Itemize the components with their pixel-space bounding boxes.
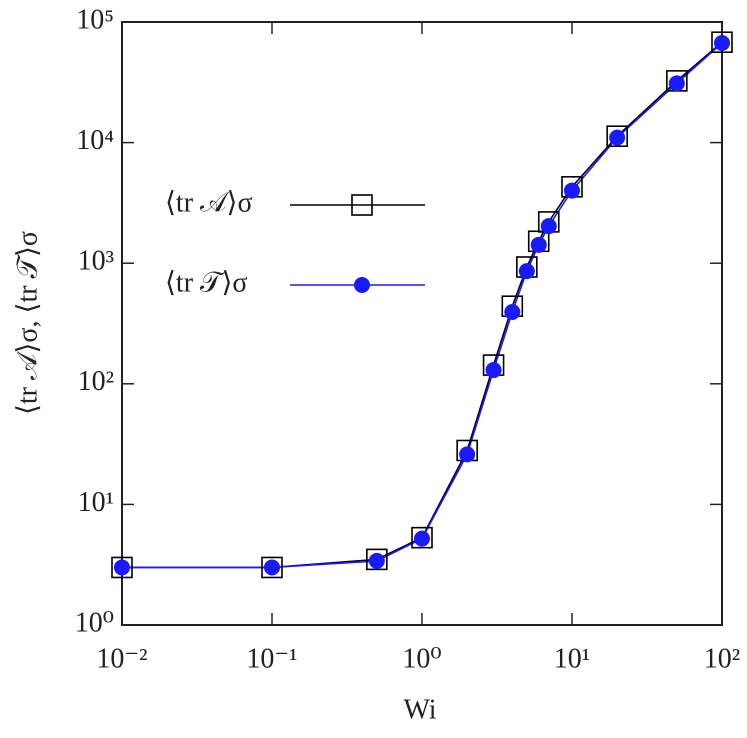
square-marker [111, 556, 133, 579]
circle-marker [485, 362, 502, 379]
circle-marker [114, 559, 130, 576]
y-tick-label: 10² [78, 366, 114, 397]
circle-marker [530, 236, 547, 253]
x-tick-label: 10² [704, 643, 740, 674]
x-axis-title: Wi [403, 694, 436, 725]
circle-marker [609, 129, 626, 146]
legend-label: ⟨tr 𝒯⟩σ [165, 267, 248, 298]
x-tick-label: 10¹ [554, 643, 590, 674]
y-axis-title: ⟨tr 𝒜⟩σ, ⟨tr 𝒯⟩σ [12, 231, 43, 415]
circle-marker [714, 34, 730, 51]
circle-marker [264, 559, 280, 576]
y-tick-label: 10⁴ [76, 125, 114, 156]
circle-marker [414, 530, 430, 547]
y-tick-label: 10⁰ [75, 607, 114, 638]
legend-label: ⟨tr 𝒜⟩σ [165, 187, 253, 218]
square-marker [711, 31, 733, 53]
y-tick-label: 10¹ [78, 487, 114, 518]
y-tick-label: 10³ [78, 246, 114, 277]
circle-marker [540, 218, 557, 235]
circle-marker [518, 263, 535, 280]
circle-marker [459, 446, 476, 463]
square-marker [261, 556, 283, 579]
legend-marker [351, 194, 373, 216]
series-line [122, 41, 723, 569]
y-tick-label: 10⁵ [76, 4, 114, 35]
square-marker [411, 526, 433, 549]
x-tick-label: 10⁰ [402, 643, 441, 674]
square-marker [606, 125, 628, 147]
circle-marker [564, 182, 580, 199]
circle-marker [668, 75, 685, 92]
circle-marker [368, 552, 385, 569]
square-marker [366, 548, 388, 571]
x-tick-label: 10⁻² [96, 643, 147, 674]
circle-marker [504, 303, 521, 320]
legend-marker [354, 277, 370, 293]
x-tick-label: 10⁻¹ [246, 643, 297, 674]
